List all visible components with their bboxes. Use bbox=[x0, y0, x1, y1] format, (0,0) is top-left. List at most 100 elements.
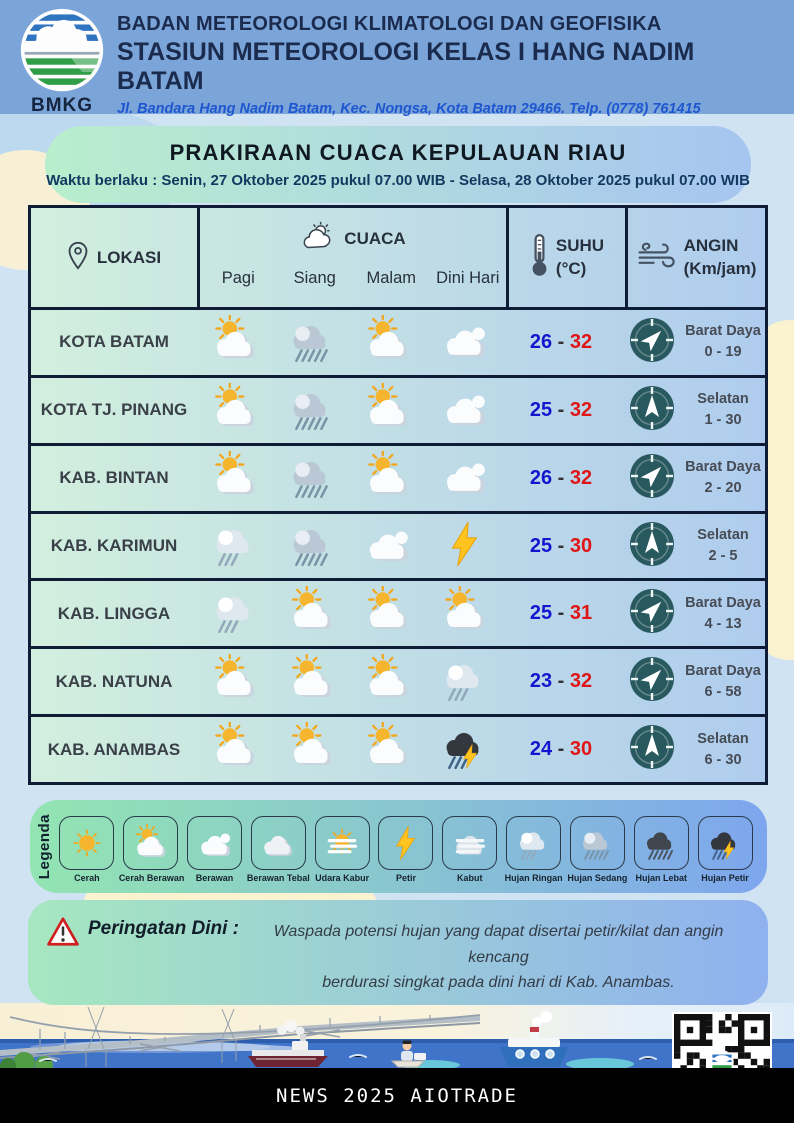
legend-bar: Legenda Cerah Cerah Berawan Berawan Bera… bbox=[30, 800, 767, 893]
legend-item-label: Kabut bbox=[457, 873, 483, 883]
temp-max: 30 bbox=[569, 534, 593, 557]
bridge bbox=[0, 1006, 481, 1067]
legend-item-label: Berawan Tebal bbox=[246, 873, 310, 883]
location-pin-icon bbox=[67, 241, 89, 275]
warning-message: Waspada potensi hujan yang dapat diserta… bbox=[247, 919, 750, 996]
wind-info: Barat Daya 4 - 13 bbox=[681, 593, 765, 635]
cerah-berawan-icon bbox=[287, 653, 337, 709]
period-malam: Malam bbox=[366, 269, 416, 287]
wind-info: Barat Daya 6 - 58 bbox=[681, 661, 765, 703]
cerah-icon bbox=[59, 816, 115, 870]
cargo-ship bbox=[248, 1020, 328, 1067]
weather-cell bbox=[427, 383, 504, 438]
temp-min: 23 bbox=[529, 670, 553, 693]
bottom-banner: NEWS 2025 AIOTRADE bbox=[0, 1068, 794, 1123]
hujan-lebat-icon bbox=[633, 816, 689, 870]
cerah-berawan-icon bbox=[363, 720, 413, 777]
weather-cell bbox=[274, 585, 351, 641]
sun-cloud-icon bbox=[300, 221, 336, 256]
legend-item: Hujan Sedang bbox=[566, 816, 630, 883]
temp-max: 30 bbox=[569, 738, 593, 761]
bmkg-logo-icon bbox=[18, 8, 106, 98]
table-header-row: LOKASI bbox=[31, 208, 765, 310]
table-row: KAB. NATUNA 23 - 32 Barat Daya bbox=[31, 649, 765, 718]
table-row: KOTA TJ. PINANG 25 - 32 Selatan bbox=[31, 378, 765, 446]
hujan-sedang-icon bbox=[569, 816, 625, 870]
hujan-sedang-icon bbox=[287, 519, 337, 574]
temp-separator: - bbox=[557, 330, 565, 353]
location-header-label: LOKASI bbox=[96, 247, 162, 267]
legend-item: Berawan bbox=[183, 816, 247, 883]
temp-separator: - bbox=[557, 534, 565, 557]
footer-illustration bbox=[0, 1003, 794, 1074]
hujan-sedang-icon bbox=[287, 383, 337, 438]
temp-separator: - bbox=[557, 398, 565, 421]
temp-unit-label: (°C) bbox=[555, 258, 587, 278]
banner-text: NEWS 2025 AIOTRADE bbox=[276, 1084, 518, 1107]
temperature-range: 24 - 30 bbox=[503, 738, 619, 761]
temp-max: 32 bbox=[569, 330, 593, 353]
warning-message-line2: berdurasi singkat pada dini hari di Kab.… bbox=[322, 974, 675, 992]
compass-icon bbox=[629, 385, 675, 436]
cerah-berawan-icon bbox=[287, 720, 337, 777]
cerah-berawan-icon bbox=[123, 816, 179, 870]
weather-cell bbox=[274, 451, 351, 506]
location-name: KAB. KARIMUN bbox=[50, 536, 178, 555]
wind-direction: Selatan bbox=[697, 730, 749, 747]
table-row: KAB. BINTAN 26 - 32 Barat Daya bbox=[31, 446, 765, 514]
wind-direction: Barat Daya bbox=[685, 323, 761, 340]
weather-header-label: CUACA bbox=[344, 228, 406, 248]
wind-direction: Barat Daya bbox=[685, 594, 761, 611]
period-siang: Siang bbox=[293, 269, 336, 287]
weather-cell bbox=[197, 449, 274, 506]
cerah-berawan-icon bbox=[210, 449, 260, 506]
legend-item: Berawan Tebal bbox=[246, 816, 310, 883]
forecast-table: LOKASI bbox=[28, 205, 768, 785]
wind-speed: 6 - 58 bbox=[704, 683, 742, 700]
legend-item: Udara Kabur bbox=[310, 816, 374, 883]
location-name: KAB. ANAMBAS bbox=[47, 739, 181, 759]
temperature-range: 26 - 32 bbox=[503, 467, 619, 490]
wind-info: Selatan 2 - 5 bbox=[681, 525, 765, 567]
berawan-icon bbox=[363, 519, 413, 574]
weather-cell bbox=[197, 720, 274, 777]
period-dini-hari: Dini Hari bbox=[436, 269, 500, 287]
weather-cell bbox=[350, 585, 427, 641]
wind-speed: 2 - 5 bbox=[708, 548, 738, 564]
column-header-wind: ANGIN (Km/jam) bbox=[628, 208, 765, 307]
berawan-icon bbox=[440, 451, 490, 506]
cerah-berawan-icon bbox=[210, 313, 260, 370]
weather-cell bbox=[350, 381, 427, 438]
wind-cell: Selatan 2 - 5 bbox=[619, 521, 765, 572]
table-row: KOTA BATAM 26 - 32 Barat Daya bbox=[31, 310, 765, 378]
wind-speed: 2 - 20 bbox=[704, 480, 742, 497]
temp-min: 26 bbox=[529, 330, 553, 353]
weather-cell bbox=[350, 653, 427, 709]
compass-icon bbox=[629, 521, 675, 572]
weather-cell bbox=[350, 720, 427, 777]
wind-cell: Barat Daya 6 - 58 bbox=[619, 656, 765, 707]
bmkg-logo-label: BMKG bbox=[30, 95, 94, 116]
period-pagi: Pagi bbox=[221, 269, 255, 287]
hujan-ringan-icon bbox=[506, 816, 562, 870]
temp-max: 31 bbox=[569, 602, 593, 625]
temp-min: 25 bbox=[529, 602, 553, 625]
warning-label: Peringatan Dini : bbox=[88, 918, 239, 939]
weather-cell bbox=[197, 313, 274, 370]
wind-speed: 0 - 19 bbox=[704, 344, 742, 361]
hujan-sedang-icon bbox=[287, 451, 337, 506]
wind-cell: Selatan 1 - 30 bbox=[619, 385, 765, 436]
warning-message-line1: Waspada potensi hujan yang dapat diserta… bbox=[273, 923, 724, 966]
weather-cell bbox=[274, 383, 351, 438]
location-name: KAB. BINTAN bbox=[59, 468, 169, 488]
wind-direction: Selatan bbox=[697, 526, 749, 543]
cerah-berawan-icon bbox=[287, 585, 337, 641]
legend-item: Hujan Lebat bbox=[629, 816, 693, 883]
berawan-icon bbox=[187, 816, 243, 870]
temp-separator: - bbox=[557, 738, 565, 761]
compass-icon bbox=[629, 453, 675, 504]
berawan-tebal-icon bbox=[250, 816, 306, 870]
hujan-ringan-icon bbox=[210, 586, 260, 641]
legend-item: Cerah bbox=[55, 816, 119, 883]
table-row: KAB. ANAMBAS 24 - 30 Selatan 6 bbox=[31, 717, 765, 782]
